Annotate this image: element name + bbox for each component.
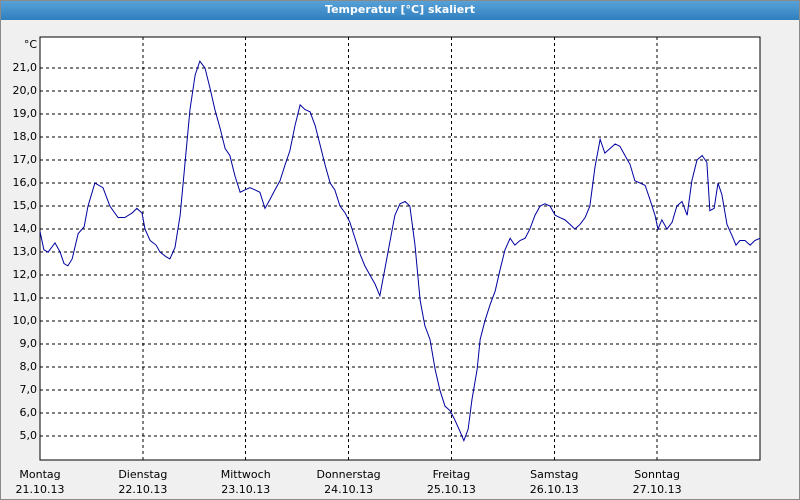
y-tick-label: 6,0 xyxy=(20,406,38,419)
temperature-line xyxy=(39,60,761,443)
y-tick-label: 13,0 xyxy=(13,245,38,258)
x-tick-date: 21.10.13 xyxy=(16,483,65,496)
plot-area xyxy=(39,36,761,461)
y-tick-label: 7,0 xyxy=(20,383,38,396)
y-tick-label: 20,0 xyxy=(13,84,38,97)
y-tick-label: 16,0 xyxy=(13,176,38,189)
x-tick-label: Sonntag xyxy=(634,468,680,481)
y-unit: °C xyxy=(24,38,38,51)
x-tick-date: 26.10.13 xyxy=(530,483,579,496)
x-tick-date: 24.10.13 xyxy=(324,483,373,496)
y-tick-label: 5,0 xyxy=(20,429,38,442)
x-tick-date: 22.10.13 xyxy=(118,483,167,496)
y-tick-label: 18,0 xyxy=(13,130,38,143)
y-tick-label: 12,0 xyxy=(13,268,38,281)
x-tick-label: Freitag xyxy=(433,468,471,481)
y-tick-label: 15,0 xyxy=(13,199,38,212)
y-tick-label: 21,0 xyxy=(13,61,38,74)
y-tick-label: 10,0 xyxy=(13,314,38,327)
x-tick-label: Montag xyxy=(19,468,60,481)
x-tick-label: Dienstag xyxy=(118,468,167,481)
y-tick-label: 19,0 xyxy=(13,107,38,120)
y-tick-label: 8,0 xyxy=(20,360,38,373)
y-tick-label: 14,0 xyxy=(13,222,38,235)
title-bar xyxy=(0,0,800,20)
x-tick-label: Samstag xyxy=(530,468,578,481)
x-tick-date: 25.10.13 xyxy=(427,483,476,496)
x-tick-label: Donnerstag xyxy=(316,468,380,481)
y-tick-label: 9,0 xyxy=(20,337,38,350)
x-tick-date: 23.10.13 xyxy=(221,483,270,496)
y-tick-label: 11,0 xyxy=(13,291,38,304)
chart-title: Temperatur [°C] skaliert xyxy=(325,3,475,16)
x-tick-date: 27.10.13 xyxy=(633,483,682,496)
x-tick-label: Mittwoch xyxy=(221,468,271,481)
y-tick-label: 17,0 xyxy=(13,153,38,166)
